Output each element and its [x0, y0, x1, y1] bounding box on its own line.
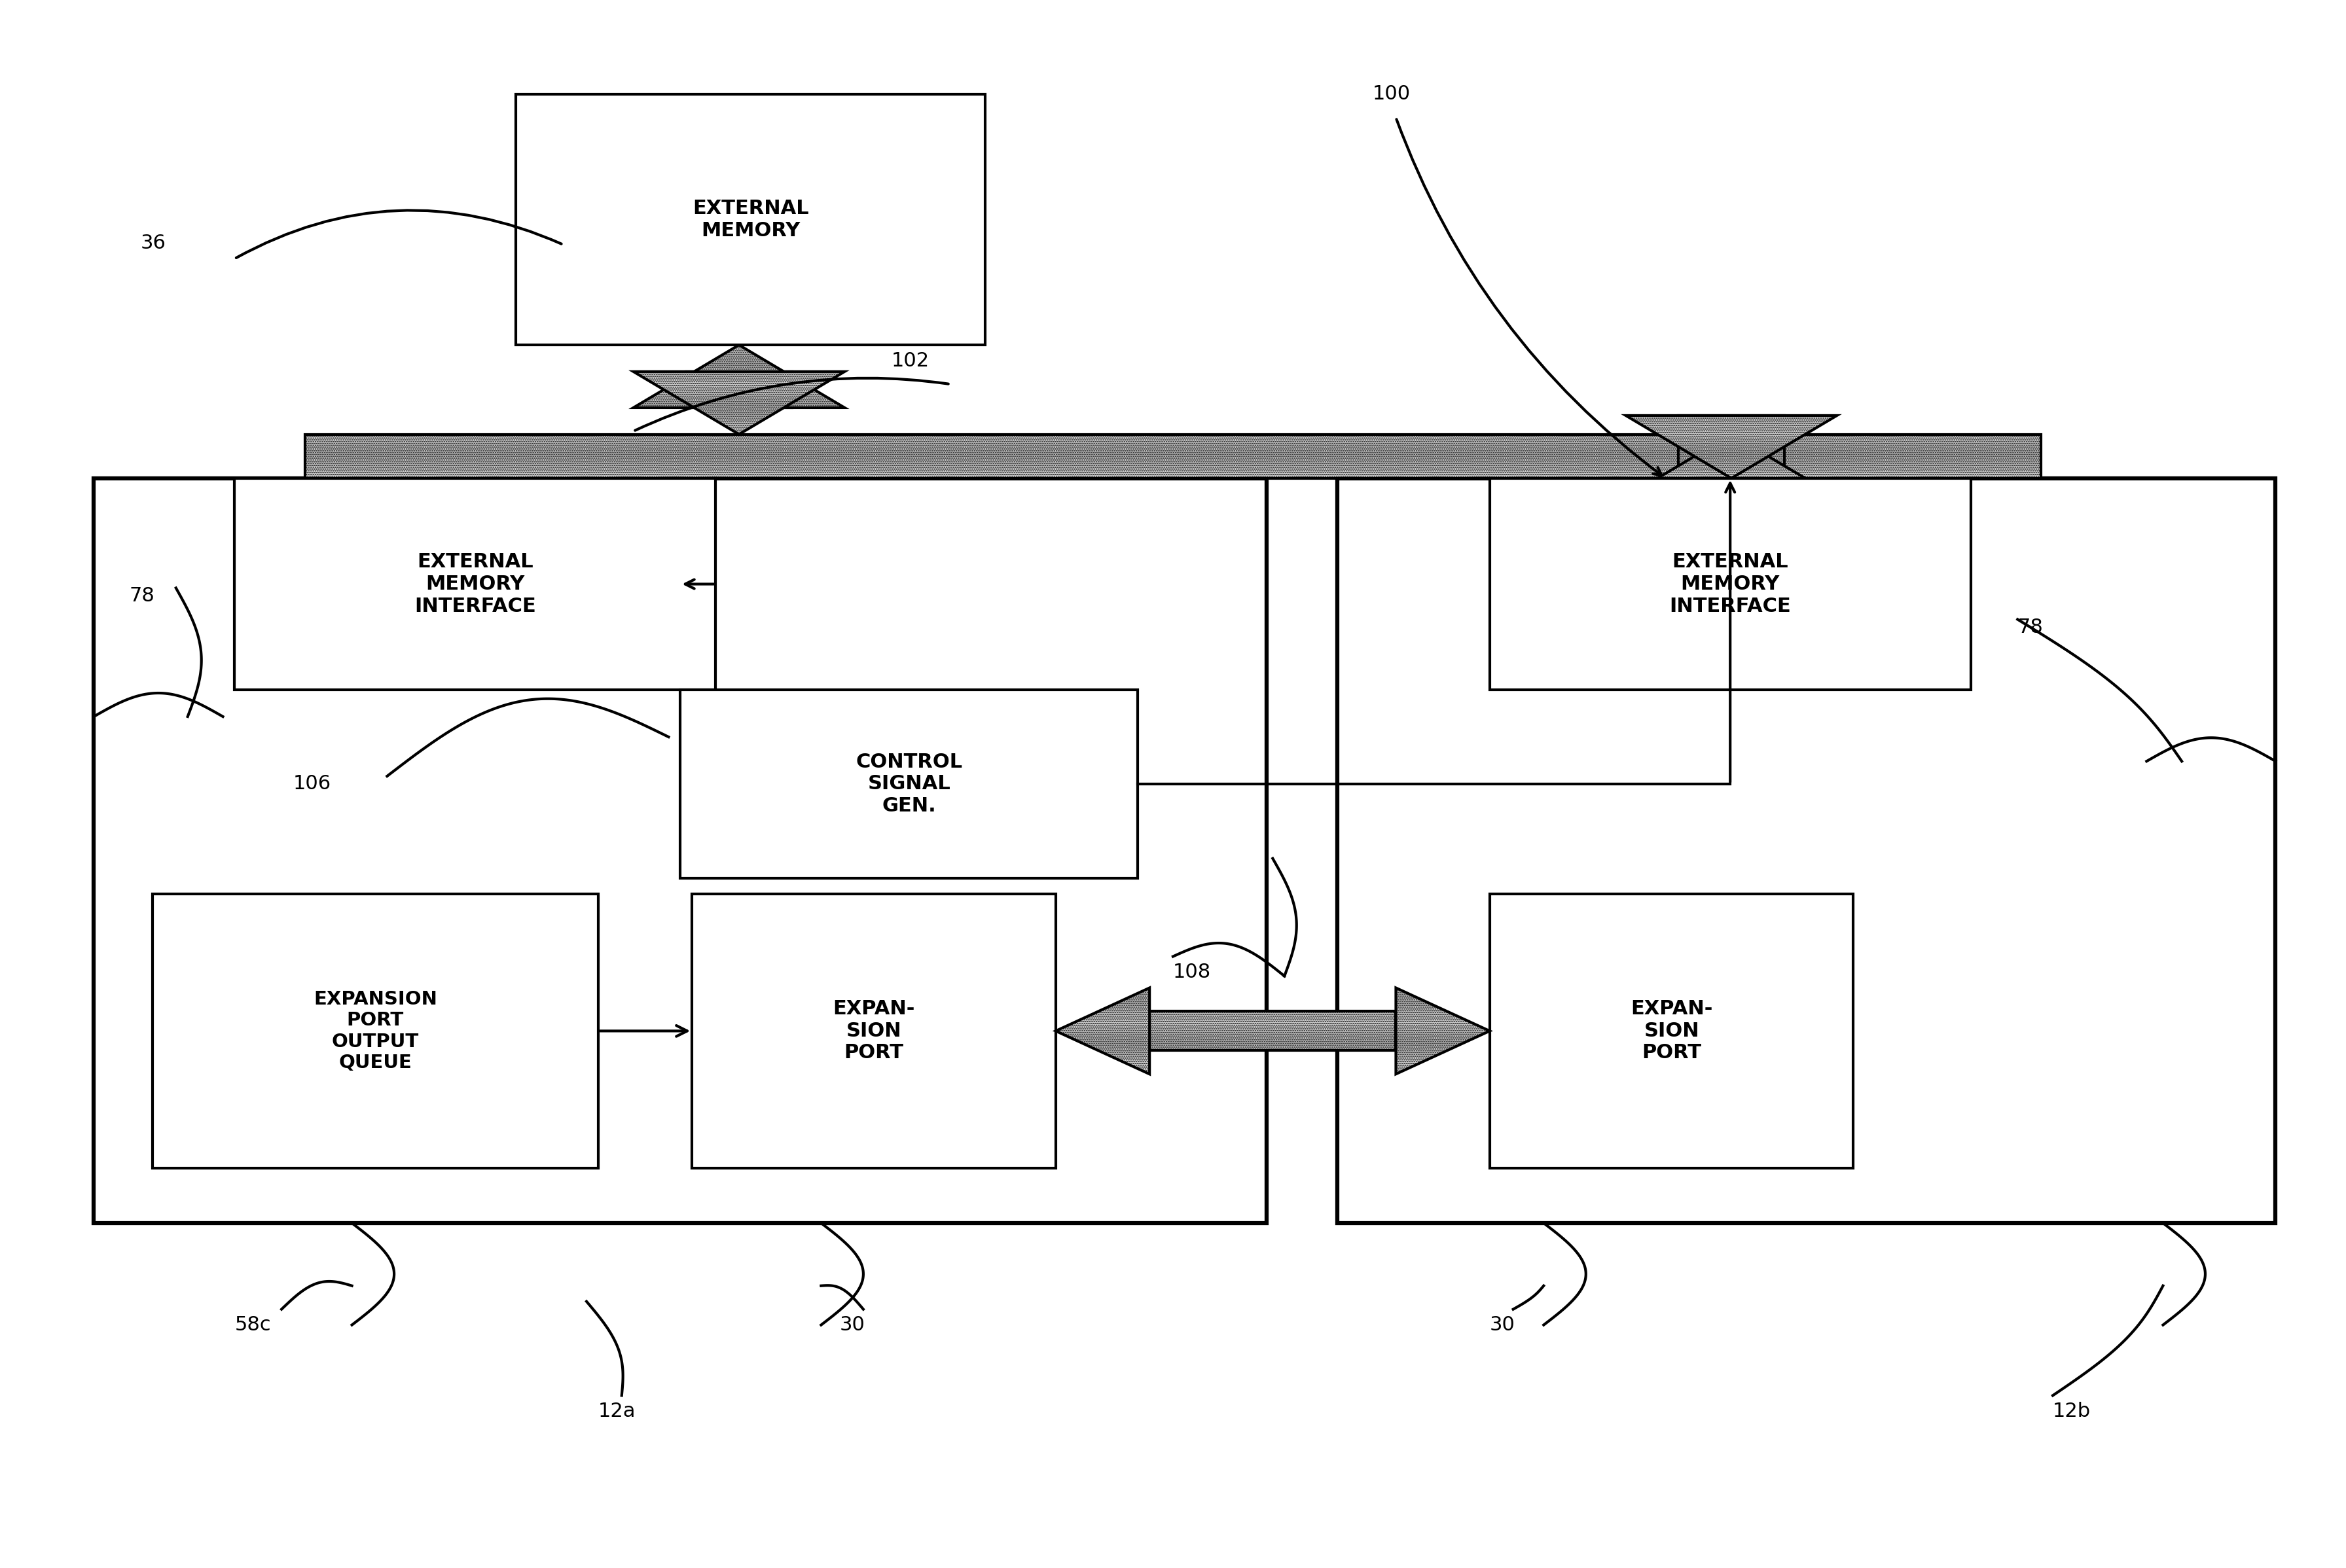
Bar — [1337, 478, 2276, 1223]
Bar — [152, 894, 598, 1168]
Text: 36: 36 — [141, 234, 167, 252]
Bar — [1150, 1011, 1396, 1051]
Text: 106: 106 — [293, 775, 331, 793]
Bar — [1490, 478, 1971, 690]
Bar — [235, 478, 716, 690]
Polygon shape — [1626, 416, 1837, 478]
Text: 78: 78 — [2018, 618, 2043, 637]
Text: 102: 102 — [891, 351, 929, 370]
Text: 78: 78 — [129, 586, 155, 605]
Polygon shape — [633, 345, 845, 408]
Text: CONTROL
SIGNAL
GEN.: CONTROL SIGNAL GEN. — [856, 753, 962, 815]
Text: 108: 108 — [1173, 963, 1211, 982]
Text: EXTERNAL
MEMORY
INTERFACE: EXTERNAL MEMORY INTERFACE — [415, 552, 535, 616]
Polygon shape — [1396, 988, 1490, 1074]
Text: EXPANSION
PORT
OUTPUT
QUEUE: EXPANSION PORT OUTPUT QUEUE — [314, 989, 436, 1073]
Bar — [305, 434, 2041, 478]
Bar — [1490, 894, 1853, 1168]
Bar — [516, 94, 985, 345]
Polygon shape — [633, 372, 845, 434]
Text: 30: 30 — [1490, 1316, 1516, 1334]
Bar — [687, 372, 793, 408]
Polygon shape — [1056, 988, 1150, 1074]
Text: IMS 100: IMS 100 — [1642, 994, 1734, 1013]
Text: 12b: 12b — [2053, 1402, 2090, 1421]
Bar — [692, 894, 1056, 1168]
Bar — [1680, 416, 1785, 497]
Text: 100: 100 — [1372, 85, 1410, 103]
Text: EXTERNAL
MEMORY
INTERFACE: EXTERNAL MEMORY INTERFACE — [1670, 552, 1790, 616]
Text: EXTERNAL
MEMORY: EXTERNAL MEMORY — [692, 199, 809, 240]
Bar — [94, 478, 1267, 1223]
Text: 58c: 58c — [235, 1316, 272, 1334]
Text: 30: 30 — [840, 1316, 866, 1334]
Text: EXPAN-
SION
PORT: EXPAN- SION PORT — [1630, 999, 1713, 1063]
Text: 12a: 12a — [598, 1402, 636, 1421]
Text: EXPAN-
SION
PORT: EXPAN- SION PORT — [833, 999, 915, 1063]
Text: IMS 100: IMS 100 — [270, 892, 361, 911]
Polygon shape — [1626, 434, 1837, 497]
Bar — [680, 690, 1138, 878]
